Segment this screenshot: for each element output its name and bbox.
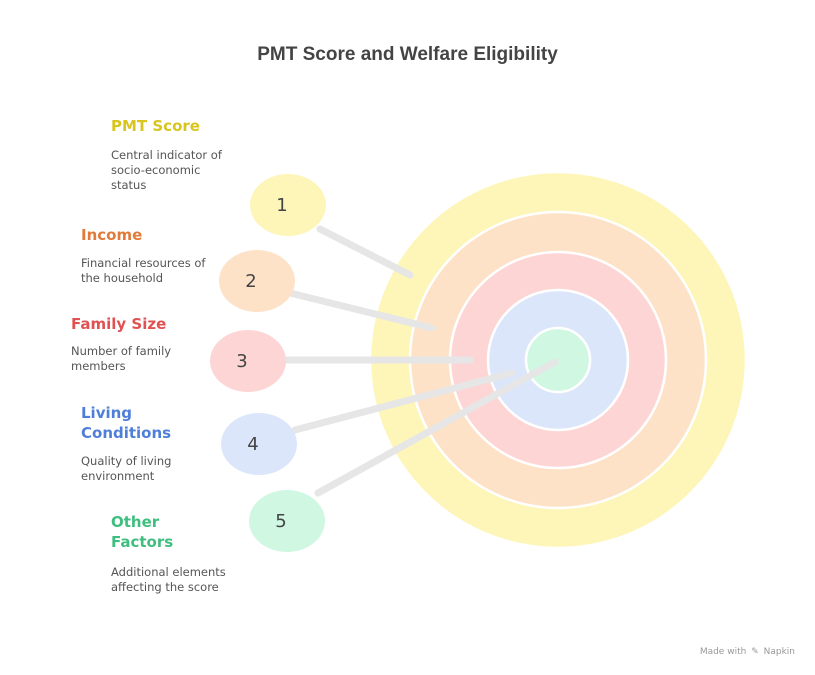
item-description-pmt-score: Central indicator of socio-economic stat… xyxy=(111,148,222,192)
target-rings xyxy=(368,170,748,550)
item-description-living-conditions: Quality of living environment xyxy=(81,454,172,483)
arrow-1 xyxy=(316,225,414,279)
arrow-5 xyxy=(314,358,559,497)
item-label-income: Income xyxy=(81,226,143,244)
pin-number: 5 xyxy=(275,511,286,532)
item-description-income: Financial resources of the household xyxy=(81,256,206,285)
pin-shape xyxy=(210,330,286,392)
number-pin-4: 4 xyxy=(221,413,297,475)
item-label-other-factors: Other Factors xyxy=(111,513,174,551)
footer-brand: Napkin xyxy=(763,647,795,657)
pin-number: 1 xyxy=(276,195,287,216)
target-ring-5 xyxy=(524,326,592,394)
item-label-family-size: Family Size xyxy=(71,315,167,333)
pin-shape xyxy=(221,413,297,475)
napkin-logo-icon: ✎ xyxy=(751,647,759,657)
pin-number: 4 xyxy=(247,434,258,455)
number-pin-1: 1 xyxy=(250,174,326,236)
arrow-2 xyxy=(286,289,436,332)
item-description-other-factors: Additional elements affecting the score xyxy=(111,565,226,594)
diagram-title: PMT Score and Welfare Eligibility xyxy=(257,44,558,65)
arrow-4 xyxy=(291,369,516,434)
arrows xyxy=(276,225,559,497)
pin-number: 2 xyxy=(245,271,256,292)
number-pin-5: 5 xyxy=(249,490,325,552)
item-label-living-conditions: Living Conditions xyxy=(81,404,172,442)
pin-shape xyxy=(249,490,325,552)
number-pin-2: 2 xyxy=(219,250,295,312)
footer-made-with: Made with xyxy=(699,647,747,657)
pin-number: 3 xyxy=(236,351,247,372)
footer-credit: Made with ✎ Napkin xyxy=(700,647,795,657)
pin-shape xyxy=(250,174,326,236)
number-pin-3: 3 xyxy=(210,330,286,392)
item-description-family-size: Number of family members xyxy=(71,344,172,373)
number-pins: 1 2 3 4 5 xyxy=(210,174,326,552)
item-label-pmt-score: PMT Score xyxy=(111,117,200,135)
pin-shape xyxy=(219,250,295,312)
